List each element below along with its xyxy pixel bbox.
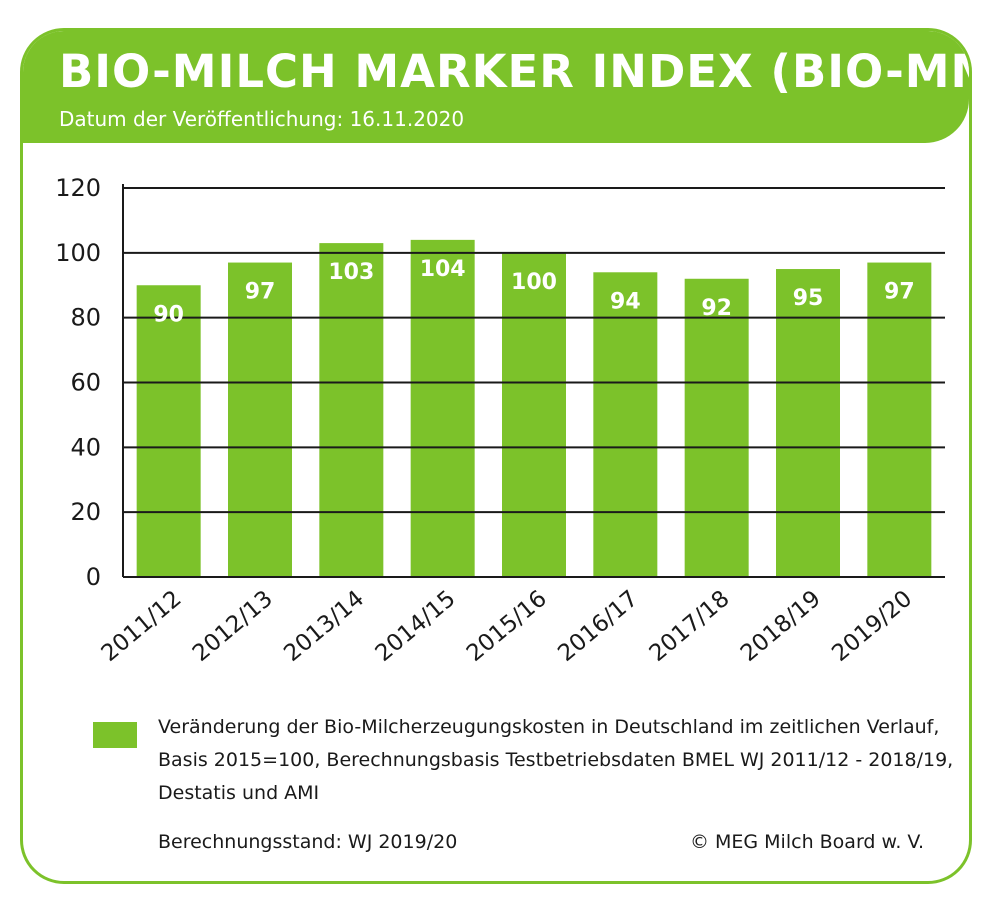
y-tick-label: 40 (70, 433, 101, 461)
bar (502, 252, 566, 578)
bar (867, 262, 932, 577)
x-tick-label: 2013/14 (279, 586, 369, 667)
data-label: 104 (420, 257, 466, 282)
header-banner: BIO-MILCH MARKER INDEX (BIO-MMI) Datum d… (23, 31, 969, 143)
x-tick-label: 2011/12 (97, 586, 187, 667)
chart-frame: BIO-MILCH MARKER INDEX (BIO-MMI) Datum d… (20, 28, 972, 884)
legend-swatch (93, 722, 137, 748)
bar (228, 262, 292, 577)
bar (593, 272, 658, 577)
y-tick-label: 0 (86, 563, 101, 591)
data-label: 90 (153, 302, 184, 327)
x-tick-label: 2015/16 (462, 586, 552, 667)
x-tick-label: 2012/13 (188, 586, 278, 667)
legend-label: Veränderung der Bio-Milcherzeugungskoste… (158, 716, 954, 804)
publication-date: Datum der Veröffentlichung: 16.11.2020 (59, 107, 465, 131)
data-label: 97 (245, 280, 276, 305)
data-label: 103 (328, 260, 374, 285)
y-tick-label: 60 (70, 369, 101, 397)
y-tick-label: 80 (70, 304, 101, 332)
data-label: 97 (884, 280, 915, 305)
bar (136, 285, 201, 577)
copyright-notice: © MEG Milch Board w. V. (689, 831, 924, 853)
bar (319, 243, 384, 577)
x-tick-label: 2016/17 (553, 586, 643, 667)
bar (684, 278, 749, 577)
bar (776, 269, 840, 577)
x-tick-label: 2018/19 (736, 586, 826, 667)
bar-chart: 0 20 40 60 80 100 120 90 2011/12 97 2012/13 103 2013… (55, 174, 945, 667)
x-tick-label: 2017/18 (645, 586, 735, 667)
data-label: 92 (701, 296, 732, 321)
data-label: 95 (793, 286, 824, 311)
data-label: 94 (610, 289, 641, 314)
y-tick-label: 100 (55, 239, 101, 267)
y-tick-label: 20 (70, 498, 101, 526)
x-tick-label: 2019/20 (827, 586, 917, 667)
calculation-status: Berechnungsstand: WJ 2019/20 (158, 831, 458, 853)
bar (410, 239, 475, 577)
y-tick-label: 120 (55, 174, 101, 202)
x-tick-label: 2014/15 (371, 586, 461, 667)
data-label: 100 (511, 270, 557, 295)
chart-title: BIO-MILCH MARKER INDEX (BIO-MMI) (59, 45, 972, 98)
